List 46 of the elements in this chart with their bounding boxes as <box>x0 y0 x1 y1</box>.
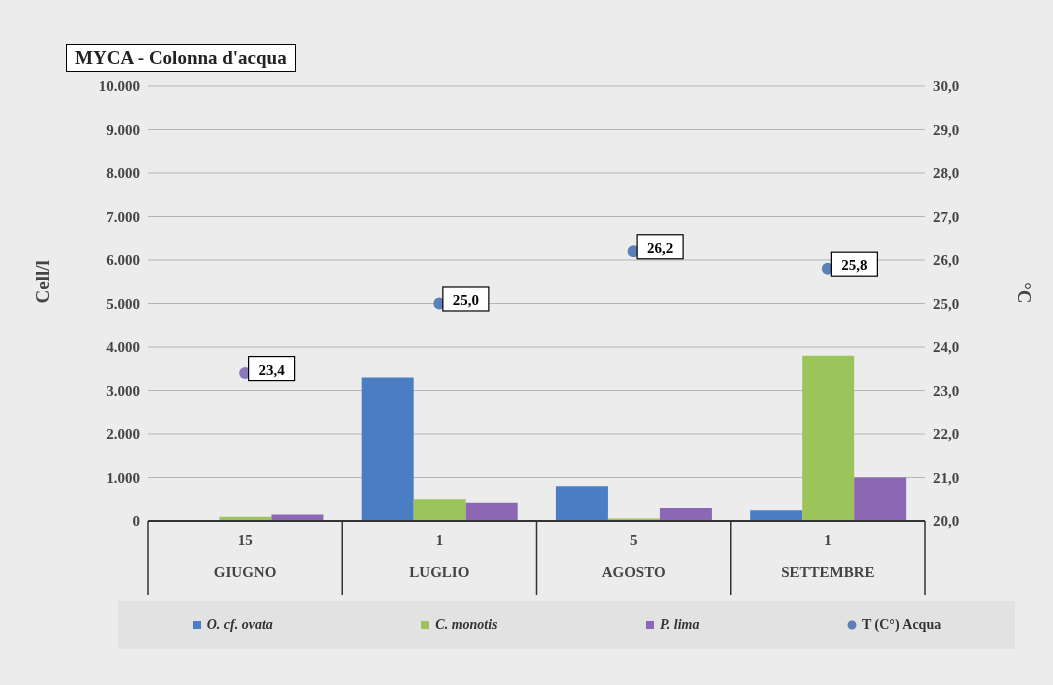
y2-tick-label: 26,0 <box>933 252 960 269</box>
y-tick-label: 7.000 <box>106 208 140 225</box>
y-tick-label: 4.000 <box>106 339 140 356</box>
bar <box>271 514 324 521</box>
bar <box>854 477 907 521</box>
data-label: 26,2 <box>646 239 674 256</box>
bar <box>465 502 518 521</box>
y-tick-label: 10.000 <box>98 78 140 95</box>
bar <box>750 510 803 521</box>
y2-tick-label: 21,0 <box>933 469 960 486</box>
y-tick-label: 6.000 <box>106 252 140 269</box>
y2-tick-label: 25,0 <box>933 295 960 312</box>
x-tick-label: 1 LUGLIO <box>409 532 470 580</box>
y2-tick-label: 24,0 <box>933 339 960 356</box>
y-tick-label: 3.000 <box>106 382 140 399</box>
y-axis-title: Cell/l <box>31 260 53 304</box>
x-tick-label: 5 AGOSTO <box>601 532 666 580</box>
legend-label: C. monotis <box>435 617 498 633</box>
data-label: 23,4 <box>258 361 286 378</box>
y2-tick-label: 30,0 <box>933 78 960 95</box>
bar <box>361 377 414 521</box>
legend-label: O. cf. ovata <box>206 617 273 633</box>
x-tick-label: 1 SETTEMBRE <box>781 532 875 580</box>
bar <box>555 486 608 521</box>
y2-tick-label: 28,0 <box>933 165 960 182</box>
bar <box>413 499 466 521</box>
y-tick-label: 8.000 <box>106 165 140 182</box>
legend-label: T (C°) Acqua <box>861 617 942 633</box>
x-tick-label: 15 GIUGNO <box>213 532 277 580</box>
y2-tick-label: 29,0 <box>933 121 960 138</box>
y2-axis-title: °C <box>1014 282 1036 304</box>
y2-tick-label: 23,0 <box>933 382 960 399</box>
y-tick-label: 5.000 <box>106 295 140 312</box>
y2-tick-label: 20,0 <box>933 513 960 530</box>
y2-tick-label: 27,0 <box>933 208 960 225</box>
y2-tick-label: 22,0 <box>933 426 960 443</box>
data-label: 25,0 <box>452 291 479 308</box>
y-tick-label: 9.000 <box>106 121 140 138</box>
y-tick-label: 1.000 <box>106 469 140 486</box>
chart-title: MYCA - Colonna d'acqua <box>66 44 296 72</box>
bar <box>659 507 712 521</box>
data-label: 25,8 <box>841 257 868 274</box>
y-tick-label: 0 <box>132 513 140 530</box>
y-tick-label: 2.000 <box>106 426 140 443</box>
legend-label: P. lima <box>660 617 700 633</box>
bar <box>802 355 855 521</box>
